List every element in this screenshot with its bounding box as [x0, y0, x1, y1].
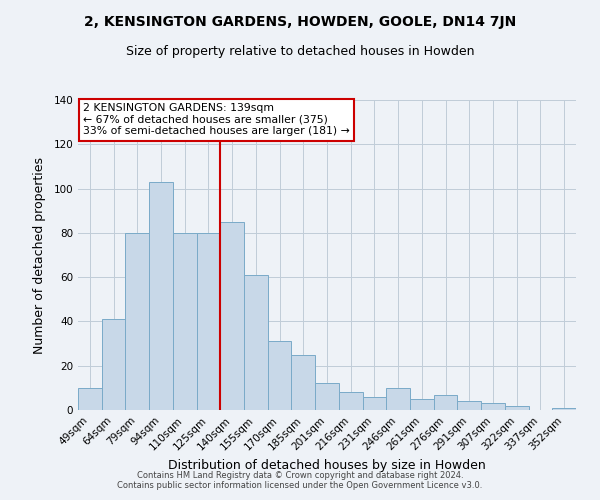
Bar [481, 404, 505, 410]
Bar [173, 233, 197, 410]
Bar [244, 275, 268, 410]
Bar [268, 342, 292, 410]
Bar [386, 388, 410, 410]
Bar [410, 399, 434, 410]
Bar [362, 396, 386, 410]
Bar [315, 384, 339, 410]
Bar [457, 401, 481, 410]
Text: Size of property relative to detached houses in Howden: Size of property relative to detached ho… [126, 45, 474, 58]
X-axis label: Distribution of detached houses by size in Howden: Distribution of detached houses by size … [168, 458, 486, 471]
Bar [292, 354, 315, 410]
Bar [78, 388, 102, 410]
Bar [220, 222, 244, 410]
Bar [434, 394, 457, 410]
Text: 2 KENSINGTON GARDENS: 139sqm
← 67% of detached houses are smaller (375)
33% of s: 2 KENSINGTON GARDENS: 139sqm ← 67% of de… [83, 103, 350, 136]
Y-axis label: Number of detached properties: Number of detached properties [34, 156, 46, 354]
Text: Contains HM Land Registry data © Crown copyright and database right 2024.
Contai: Contains HM Land Registry data © Crown c… [118, 470, 482, 490]
Bar [505, 406, 529, 410]
Bar [552, 408, 576, 410]
Text: 2, KENSINGTON GARDENS, HOWDEN, GOOLE, DN14 7JN: 2, KENSINGTON GARDENS, HOWDEN, GOOLE, DN… [84, 15, 516, 29]
Bar [197, 233, 220, 410]
Bar [125, 233, 149, 410]
Bar [149, 182, 173, 410]
Bar [339, 392, 362, 410]
Bar [102, 319, 125, 410]
